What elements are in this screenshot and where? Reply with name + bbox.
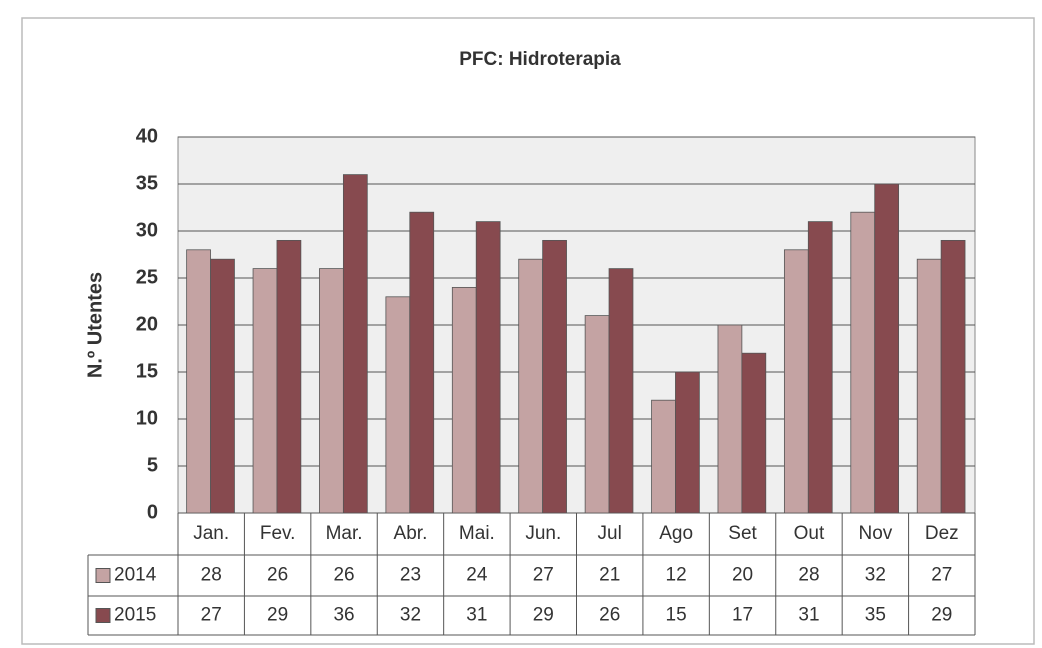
table-value: 23 (400, 565, 421, 586)
bar (675, 371, 700, 514)
bar (276, 239, 302, 514)
table-value: 17 (732, 605, 753, 626)
chart-title: PFC: Hidroterapia (459, 49, 621, 70)
bar (850, 211, 876, 514)
table-value: 29 (267, 605, 288, 626)
x-tick-label: Nov (858, 523, 892, 544)
table-value: 15 (666, 605, 687, 626)
table-value: 28 (798, 565, 819, 586)
table-value: 35 (865, 605, 886, 626)
table-value: 26 (267, 565, 288, 586)
bar (518, 258, 544, 514)
table-value: 32 (865, 565, 886, 586)
bar (874, 183, 900, 514)
y-tick-label: 30 (136, 219, 158, 241)
table-value: 24 (466, 565, 488, 586)
table-value: 26 (333, 565, 354, 586)
bar (319, 268, 344, 514)
table-value: 27 (931, 565, 952, 586)
x-tick-label: Fev. (260, 523, 296, 544)
table-value: 29 (931, 605, 952, 626)
legend-swatch (95, 568, 111, 583)
y-tick-label: 25 (136, 266, 158, 288)
x-tick-label: Abr. (394, 523, 428, 544)
bar (409, 211, 435, 514)
bar (475, 221, 501, 514)
x-tick-label: Mar. (326, 523, 363, 544)
table-value: 20 (732, 565, 753, 586)
x-tick-label: Set (728, 523, 757, 544)
bar (451, 286, 477, 514)
y-tick-label: 35 (136, 172, 158, 194)
y-tick-label: 20 (136, 313, 158, 335)
table-value: 36 (333, 605, 354, 626)
bar (584, 315, 610, 514)
x-tick-label: Jun. (525, 523, 561, 544)
bar (342, 174, 368, 514)
bar (385, 296, 411, 514)
y-tick-label: 5 (147, 454, 158, 476)
table-value: 31 (798, 605, 819, 626)
bar (741, 352, 767, 514)
bar (210, 258, 235, 514)
y-tick-label: 40 (136, 125, 158, 147)
bar (717, 324, 743, 514)
bar (940, 239, 966, 514)
bar (651, 399, 676, 514)
x-tick-label: Mai. (459, 523, 495, 544)
bar (186, 249, 211, 514)
x-tick-label: Ago (659, 523, 693, 544)
legend-label: 2015 (114, 605, 156, 626)
table-value: 27 (533, 565, 554, 586)
table-value: 31 (466, 605, 487, 626)
bar (807, 221, 833, 514)
table-value: 12 (666, 565, 687, 586)
x-tick-label: Dez (925, 523, 959, 544)
y-axis-label: N.º Utentes (84, 272, 106, 378)
legend-label: 2014 (114, 565, 157, 586)
table-value: 29 (533, 605, 554, 626)
table-value: 27 (201, 605, 222, 626)
x-tick-label: Out (794, 523, 825, 544)
table-value: 26 (599, 605, 620, 626)
y-tick-label: 0 (147, 501, 158, 523)
bar (542, 239, 567, 514)
x-tick-label: Jul (598, 523, 622, 544)
bar (252, 268, 278, 514)
table-value: 21 (599, 565, 620, 586)
legend-swatch (95, 608, 111, 623)
bar (608, 268, 634, 514)
y-tick-label: 10 (136, 407, 158, 429)
y-tick-label: 15 (136, 360, 158, 382)
x-tick-label: Jan. (193, 523, 229, 544)
table-value: 32 (400, 605, 421, 626)
bar (783, 249, 809, 514)
bar (916, 258, 942, 514)
table-value: 28 (201, 565, 222, 586)
